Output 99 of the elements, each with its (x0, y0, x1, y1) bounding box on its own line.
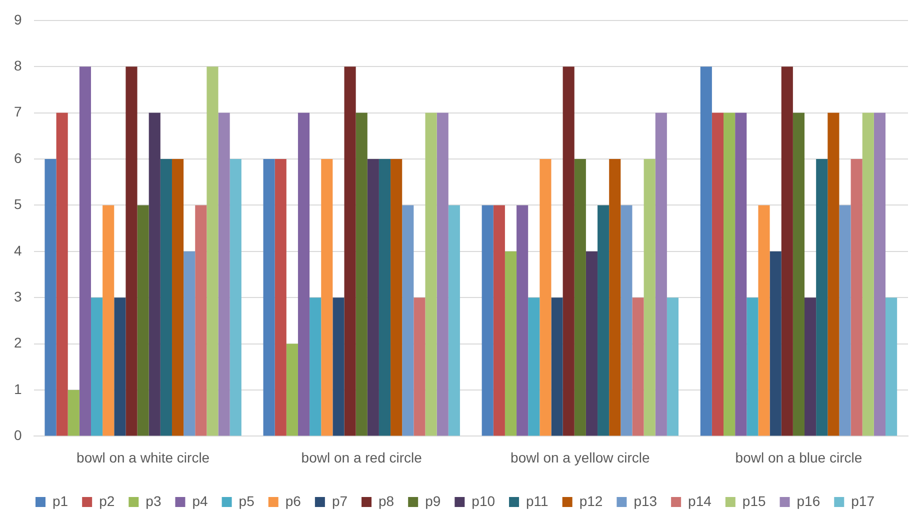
x-tick-label: bowl on a yellow circle (510, 449, 650, 466)
bar (540, 159, 552, 436)
y-tick-label: 1 (14, 380, 22, 397)
legend-label: p8 (378, 492, 394, 509)
bar (528, 298, 540, 436)
bar (367, 159, 379, 436)
y-tick-label: 6 (14, 150, 22, 166)
bar (862, 112, 874, 436)
bar (402, 205, 414, 436)
bar (298, 112, 310, 436)
x-tick-label: bowl on a blue circle (735, 449, 862, 466)
bar (390, 159, 402, 436)
bar (102, 205, 114, 436)
bar (700, 66, 712, 436)
bar (286, 344, 298, 436)
legend-label: p16 (796, 492, 820, 509)
bar (79, 66, 91, 436)
bar (874, 112, 886, 436)
bar (770, 251, 782, 436)
y-tick-label: 3 (14, 288, 22, 304)
bar (425, 112, 437, 436)
legend-label: p9 (425, 492, 441, 509)
bar (68, 390, 80, 436)
y-tick-label: 8 (14, 57, 22, 74)
bar (321, 159, 333, 436)
bar (274, 159, 286, 436)
legend-label: p12 (579, 492, 603, 509)
y-tick-label: 0 (14, 427, 22, 444)
legend-label: p6 (285, 492, 302, 509)
bar (804, 298, 816, 436)
bar (609, 159, 621, 436)
bar (356, 112, 368, 436)
bar (44, 159, 56, 436)
bar (746, 298, 758, 436)
legend-label: p5 (238, 492, 255, 509)
bar (850, 159, 862, 436)
y-tick-label: 5 (14, 196, 22, 212)
bar (114, 298, 126, 436)
bar (206, 66, 218, 436)
y-tick-label: 9 (14, 11, 22, 28)
bar (792, 112, 805, 436)
y-tick-label: 4 (14, 242, 22, 258)
legend-label: p4 (192, 492, 208, 509)
bar (644, 159, 656, 436)
bar (758, 205, 770, 436)
bar (482, 205, 494, 436)
bar (263, 159, 275, 436)
legend-label: p13 (634, 492, 658, 509)
bar (516, 205, 528, 436)
x-tick-label: bowl on a white circle (76, 449, 210, 466)
bar (574, 159, 586, 436)
bar (781, 66, 793, 436)
bar (195, 205, 207, 436)
x-tick-label: bowl on a red circle (301, 449, 422, 466)
bar (666, 298, 679, 436)
bar (504, 251, 517, 436)
bar (310, 298, 322, 436)
bar (332, 298, 344, 436)
bar (137, 205, 149, 436)
legend-label: p11 (526, 492, 549, 509)
bar (126, 66, 138, 436)
bar (160, 159, 172, 436)
bar (344, 66, 356, 436)
bar (735, 112, 747, 436)
bar (655, 112, 667, 436)
bar (90, 298, 103, 436)
y-tick-label: 7 (14, 104, 22, 120)
bar (148, 112, 160, 436)
bar (712, 112, 724, 436)
bar (184, 251, 196, 436)
bar (378, 159, 391, 436)
bar (436, 112, 448, 436)
bar (493, 205, 505, 436)
bar (448, 205, 460, 436)
legend-label: p1 (52, 492, 68, 509)
bar (230, 159, 242, 436)
bar (632, 298, 644, 436)
bar (562, 66, 574, 436)
bar (414, 298, 426, 436)
legend-label: p2 (99, 492, 115, 509)
bar (816, 159, 828, 436)
bar (56, 112, 68, 436)
y-tick-label: 2 (14, 334, 22, 351)
legend-label: p17 (851, 492, 875, 509)
legend-label: p10 (472, 492, 496, 509)
bar (724, 112, 736, 436)
legend-label: p7 (332, 492, 348, 509)
legend-label: p15 (742, 492, 766, 509)
bar (551, 298, 563, 436)
bar (839, 205, 851, 436)
legend-label: p14 (688, 492, 712, 509)
bar (828, 112, 840, 436)
bar (172, 159, 184, 436)
legend-label: p3 (146, 492, 162, 509)
bar (218, 112, 230, 436)
bar (886, 298, 898, 436)
bar (586, 251, 598, 436)
bar (620, 205, 632, 436)
bar (598, 205, 610, 436)
